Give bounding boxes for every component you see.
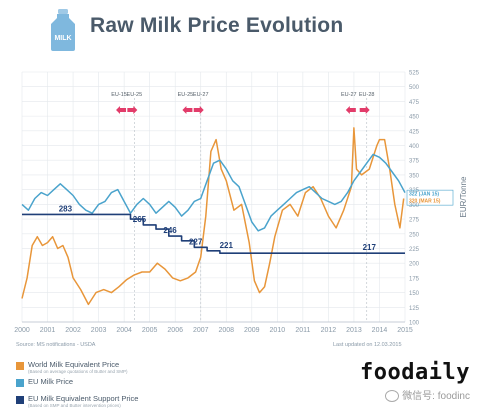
event-arrow-icon [345,106,356,114]
end-value-box [406,189,454,206]
y-axis-label: EUR/Tonne [459,176,468,217]
legend-label: EU Milk Equivalent Support Price [28,394,139,403]
milk-bottle-icon: MILK [51,9,75,51]
legend-note: (Based on average quotations of Butter a… [28,369,128,374]
x-tick-label: 2009 [244,327,260,334]
x-tick-label: 2003 [91,327,107,334]
watermark-brand: foodaily [360,360,470,385]
watermark-sub: 微信号: foodinc [360,387,470,403]
chart-area: 100 125 150 175 200 225 250 275 300 325 350 375 400 4… [0,60,482,360]
y-tick-label: 175 [409,276,420,282]
support-price-label: 265 [133,215,147,224]
x-tick-label: 2014 [372,327,388,334]
legend: World Milk Equivalent Price (Based on av… [16,360,316,411]
y-tick-label: 325 [409,188,420,194]
x-tick-label: 2000 [14,327,30,334]
y-tick-label: 225 [409,247,420,253]
legend-item-support: EU Milk Equivalent Support Price (Based … [16,394,316,411]
legend-item-world: World Milk Equivalent Price (Based on av… [16,360,316,377]
watermark: foodaily 微信号: foodinc [360,360,470,403]
legend-label: World Milk Equivalent Price [28,360,120,369]
x-tick-label: 2001 [40,327,56,334]
legend-swatch-world [16,362,24,370]
x-tick-label: 2011 [295,327,310,334]
x-tick-label: 2012 [321,327,337,334]
event-arrow-icon [127,106,138,114]
x-tick-label: 2010 [270,327,286,334]
event-label: EU-15 [111,92,127,98]
support-price-label: 227 [189,237,203,246]
y-tick-label: 275 [409,218,420,224]
x-tick-label: 2004 [116,327,132,334]
watermark-account: 微信号: foodinc [402,391,470,402]
event-arrow-icon [193,106,204,114]
series-line-eu [21,153,406,232]
y-tick-label: 500 [409,85,420,91]
x-tick-label: 2008 [218,327,234,334]
source-note: Source: MS notifications - USDA [16,342,96,348]
header: MILK Raw Milk Price Evolution [0,0,482,60]
y-tick-label: 150 [409,291,420,297]
legend-note: (Based on SMP and Butter intervention pr… [28,403,121,408]
wechat-icon [385,390,400,403]
support-price-label: 283 [59,204,73,213]
y-tick-label: 250 [409,232,420,238]
legend-swatch-support [16,396,24,404]
event-label: EU-28 [359,92,375,98]
event-arrow-icon [359,106,370,114]
y-tick-label: 400 [409,144,420,150]
legend-label: EU Milk Price [28,377,74,386]
y-tick-label: 125 [409,306,420,312]
x-tick-label: 2007 [193,327,209,334]
support-price-label: 221 [220,241,234,250]
event-label: EU-25 [127,92,143,98]
y-tick-label: 100 [409,321,420,327]
updated-note: Last updated on 12.03.2015 [333,342,402,348]
event-label: EU-25 [178,92,194,98]
x-tick-label: 2002 [65,327,81,334]
y-tick-label: 300 [409,203,420,209]
legend-item-eu: EU Milk Price [16,377,316,394]
end-value-label: 322 (JAN 15) [409,192,439,198]
series-line-world [21,127,405,306]
y-tick-label: 450 [409,115,420,121]
page-title: Raw Milk Price Evolution [90,14,344,37]
y-tick-label: 350 [409,173,420,179]
x-tick-label: 2005 [142,327,158,334]
event-arrow-icon [182,106,193,114]
series-line-support [22,213,405,254]
y-tick-label: 525 [409,71,420,77]
y-tick-label: 425 [409,129,420,135]
x-tick-label: 2015 [397,327,413,334]
price-chart: 100 125 150 175 200 225 250 275 300 325 350 375 400 4… [14,71,468,335]
event-label: EU-27 [193,92,209,98]
support-price-label: 217 [363,243,377,252]
x-tick-label: 2006 [167,327,183,334]
x-tick-label: 2013 [346,327,362,334]
logo-text: MILK [54,35,71,42]
end-value-label: 320 (MAR 15) [409,199,441,205]
legend-swatch-eu [16,379,24,387]
y-tick-label: 375 [409,159,420,165]
event-label: EU-27 [341,92,357,98]
event-arrow-icon [116,106,127,114]
y-tick-label: 200 [409,262,420,268]
support-price-label: 246 [163,226,177,235]
y-tick-label: 475 [409,100,420,106]
